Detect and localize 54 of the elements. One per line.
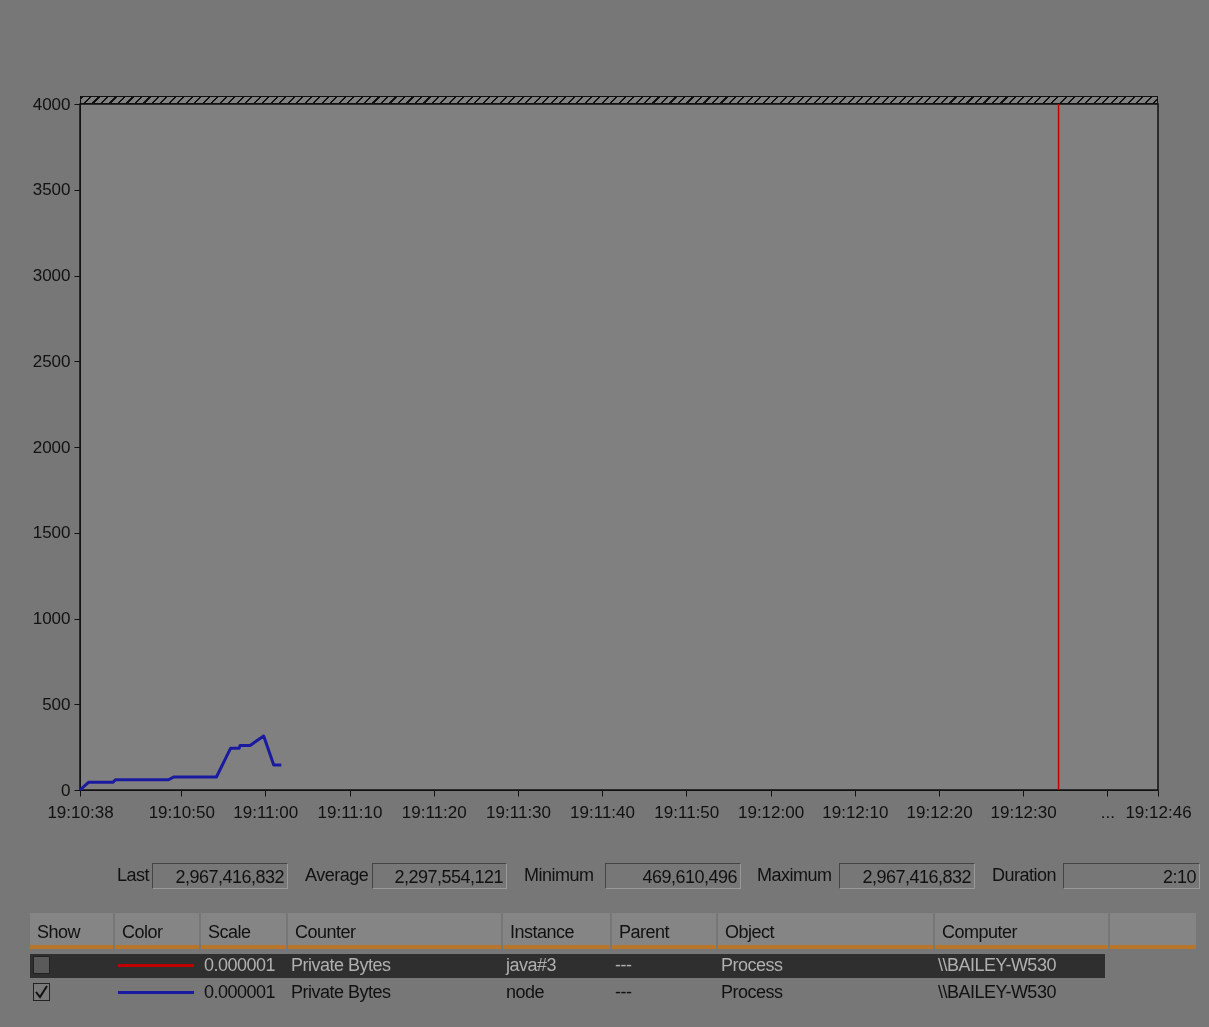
x-tick-label: 19:10:50 (148, 802, 215, 822)
x-tick-label: 19:12:46 (1125, 802, 1192, 822)
text: node (506, 982, 545, 1003)
x-tick-label: 19:11:40 (570, 802, 635, 822)
text: --- (615, 955, 632, 976)
x-tick-label: 19:11:00 (233, 802, 299, 822)
text: 2,967,416,832 (152, 863, 288, 889)
x-tick-label: 19:11:50 (654, 802, 720, 822)
y-tick-label: 500 (42, 694, 71, 714)
text: Parent (619, 922, 670, 943)
x-tick-label: 19:12:00 (737, 802, 805, 822)
text: Process (721, 955, 783, 976)
text: Last (117, 865, 150, 886)
y-tick-label: 2000 (32, 437, 71, 457)
text: Instance (510, 922, 575, 943)
text: 0.000001 (204, 982, 276, 1003)
text: --- (615, 982, 632, 1003)
text: Show (37, 922, 81, 943)
text: 2,297,554,121 (372, 863, 507, 889)
text: Minimum (524, 865, 594, 886)
y-tick-label: 4000 (32, 94, 71, 114)
text: 2:10 (1063, 863, 1200, 889)
text: \\BAILEY-W530 (938, 955, 1056, 976)
text: Computer (942, 922, 1018, 943)
text: 469,610,496 (605, 863, 741, 889)
text: \\BAILEY-W530 (938, 982, 1056, 1003)
text: java#3 (506, 955, 557, 976)
text: Private Bytes (291, 955, 391, 976)
y-tick-label: 0 (61, 780, 71, 800)
text: Maximum (757, 865, 832, 886)
text: Object (725, 922, 775, 943)
text: Private Bytes (291, 982, 391, 1003)
x-tick-label: 19:11:20 (401, 802, 467, 822)
text: Counter (295, 922, 356, 943)
x-tick-label: 19:12:10 (822, 802, 889, 822)
text: Duration (992, 865, 1057, 886)
y-tick-label: 3000 (32, 266, 71, 285)
x-tick-label: ... (1100, 802, 1115, 822)
y-tick-label: 1000 (32, 609, 71, 628)
text: Scale (208, 922, 251, 943)
x-tick-label: 19:11:30 (486, 802, 552, 822)
text: 2,967,416,832 (839, 863, 975, 889)
text: Average (305, 865, 369, 886)
y-tick-label: 1500 (32, 523, 71, 543)
x-tick-label: 19:11:10 (317, 802, 383, 822)
x-tick-label: 19:12:30 (990, 802, 1057, 822)
y-tick-label: 3500 (32, 180, 71, 200)
x-tick-label: 19:10:38 (47, 802, 114, 822)
x-tick-label: 19:12:20 (906, 802, 973, 822)
text: Process (721, 982, 783, 1003)
text: Color (122, 922, 163, 943)
line-series (78, 734, 283, 792)
y-tick-label: 2500 (32, 351, 71, 371)
text: 0.000001 (204, 955, 276, 976)
